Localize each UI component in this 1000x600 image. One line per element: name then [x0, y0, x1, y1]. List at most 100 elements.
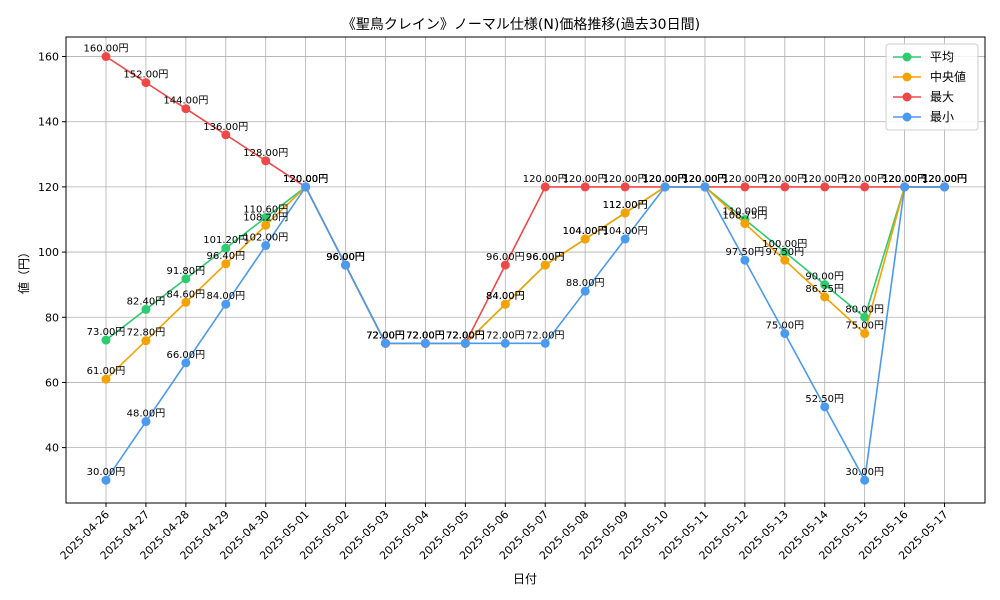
data-label: 66.00円	[167, 350, 206, 361]
data-label: 112.00円	[603, 200, 648, 211]
data-point	[620, 182, 630, 192]
data-label: 73.00円	[87, 327, 126, 338]
data-point	[820, 402, 830, 412]
data-label: 120.00円	[283, 174, 328, 185]
data-label: 72.00円	[406, 330, 445, 341]
data-label: 120.00円	[922, 174, 967, 185]
data-label: 120.00円	[643, 174, 688, 185]
data-label: 84.60円	[167, 289, 206, 300]
data-label: 120.00円	[922, 174, 967, 185]
series-line-3	[105, 185, 945, 483]
data-label: 120.00円	[922, 174, 967, 185]
y-tick-label: 100	[38, 246, 59, 259]
data-point	[820, 182, 830, 192]
data-point	[261, 220, 271, 230]
y-tick-label: 120	[38, 181, 59, 194]
data-point	[141, 417, 151, 427]
data-point	[221, 243, 231, 253]
data-point	[740, 255, 750, 265]
data-label: 72.00円	[366, 330, 405, 341]
data-label: 120.00円	[643, 174, 688, 185]
y-axis-label: 値（円）	[16, 246, 31, 294]
data-label: 120.00円	[882, 174, 927, 185]
series-line-1	[105, 185, 945, 380]
data-point	[580, 234, 590, 244]
y-tick-label: 140	[38, 116, 59, 129]
series-group	[101, 52, 950, 485]
data-label: 108.75円	[722, 211, 767, 222]
data-point	[141, 336, 151, 346]
data-label: 72.00円	[406, 330, 445, 341]
data-label: 72.00円	[526, 330, 565, 341]
data-label: 96.00円	[526, 252, 565, 263]
data-label: 72.00円	[366, 330, 405, 341]
data-point	[540, 260, 550, 270]
data-label: 120.00円	[722, 174, 767, 185]
data-label: 75.00円	[845, 321, 884, 332]
data-label: 112.00円	[603, 200, 648, 211]
data-point	[860, 475, 870, 485]
data-label: 120.00円	[682, 174, 727, 185]
data-point	[301, 182, 311, 192]
data-point	[500, 299, 510, 309]
legend-label: 平均	[930, 50, 954, 64]
data-label: 120.00円	[842, 174, 887, 185]
data-label: 84.00円	[486, 291, 525, 302]
data-label: 120.00円	[523, 174, 568, 185]
data-point	[181, 297, 191, 307]
data-point	[580, 286, 590, 296]
data-label: 152.00円	[123, 70, 168, 81]
data-label: 120.00円	[603, 174, 648, 185]
legend-marker	[902, 72, 912, 82]
legend-marker	[902, 112, 912, 122]
data-label: 120.00円	[283, 174, 328, 185]
legend-label: 中央値	[930, 69, 966, 84]
y-ticks: 40 60 80 100 120 140 160	[38, 51, 66, 455]
data-point	[780, 255, 790, 265]
data-labels: 73.00円 82.40円 91.80円 101.20円 110.60円 120.00円 9…	[84, 44, 968, 479]
data-label: 52.50円	[805, 394, 844, 405]
data-label: 120.00円	[283, 174, 328, 185]
data-point	[780, 329, 790, 339]
data-point	[620, 234, 630, 244]
x-ticks: 2025-04-262025-04-272025-04-282025-04-29…	[58, 503, 951, 562]
data-point	[261, 213, 271, 223]
data-point	[740, 219, 750, 229]
data-point	[820, 280, 830, 290]
data-label: 97.50円	[765, 247, 804, 258]
data-point	[101, 374, 111, 384]
data-label: 120.00円	[643, 174, 688, 185]
data-label: 96.40円	[206, 251, 245, 262]
data-label: 96.00円	[326, 252, 365, 263]
data-label: 104.00円	[563, 226, 608, 237]
data-label: 120.00円	[682, 174, 727, 185]
data-label: 72.00円	[406, 330, 445, 341]
data-label: 108.20円	[243, 212, 288, 223]
data-point	[101, 335, 111, 345]
data-label: 102.00円	[243, 233, 288, 244]
legend-label: 最小	[930, 110, 954, 124]
data-label: 136.00円	[203, 122, 248, 133]
data-point	[181, 274, 191, 284]
data-label: 72.00円	[446, 330, 485, 341]
data-point	[780, 182, 790, 192]
data-label: 120.00円	[802, 174, 847, 185]
data-label: 101.20円	[203, 235, 248, 246]
data-label: 61.00円	[87, 366, 126, 377]
data-label: 104.00円	[563, 226, 608, 237]
y-tick-label: 80	[45, 311, 59, 324]
data-label: 104.00円	[603, 226, 648, 237]
data-point	[580, 182, 590, 192]
data-point	[141, 78, 151, 88]
data-label: 110.00円	[722, 206, 767, 217]
data-label: 84.00円	[206, 291, 245, 302]
data-point	[181, 358, 191, 368]
data-point	[221, 299, 231, 309]
data-label: 96.00円	[326, 252, 365, 263]
data-label: 82.40円	[127, 296, 166, 307]
axes	[65, 36, 986, 504]
data-point	[860, 182, 870, 192]
data-point	[620, 208, 630, 218]
